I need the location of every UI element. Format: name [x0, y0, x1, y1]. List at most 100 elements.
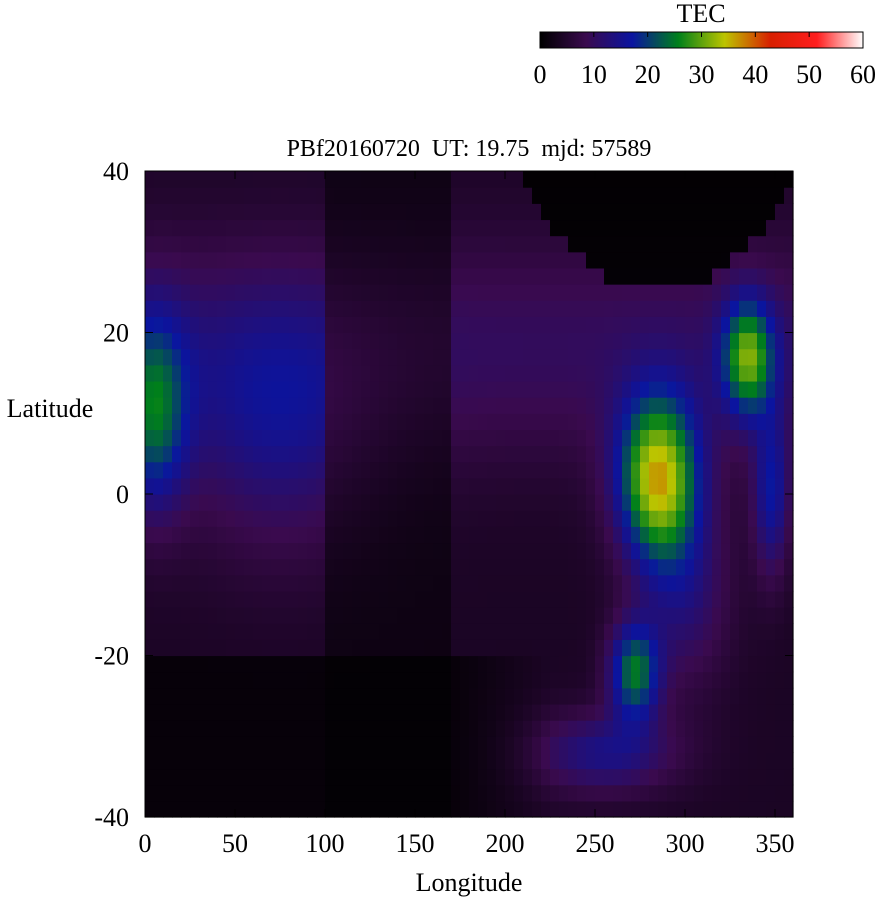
heatmap-cell: [280, 494, 290, 511]
heatmap-cell: [586, 590, 596, 608]
heatmap-cell: [703, 348, 713, 366]
heatmap-cell: [622, 784, 632, 802]
heatmap-cell: [199, 671, 209, 689]
heatmap-cell: [604, 445, 614, 463]
heatmap-cell: [406, 332, 416, 350]
heatmap-cell: [388, 251, 398, 269]
heatmap-cell: [343, 300, 353, 317]
heatmap-cell: [523, 461, 533, 479]
heatmap-cell: [406, 655, 416, 673]
heatmap-cell: [334, 284, 344, 301]
heatmap-cell: [631, 752, 641, 770]
heatmap-cell: [748, 397, 758, 414]
heatmap-cell: [235, 429, 245, 447]
heatmap-cell: [667, 671, 677, 689]
heatmap-cell: [604, 784, 614, 802]
heatmap-cell: [676, 429, 686, 447]
heatmap-cell: [595, 687, 605, 705]
heatmap-cell: [397, 671, 407, 689]
heatmap-cell: [181, 607, 191, 624]
heatmap-cell: [325, 768, 335, 786]
heatmap-cell: [577, 348, 587, 366]
heatmap-cell: [298, 736, 308, 753]
heatmap-cell: [244, 768, 254, 786]
heatmap-cell: [424, 284, 434, 301]
heatmap-cell: [406, 187, 416, 204]
heatmap-cell: [433, 413, 443, 430]
heatmap-cell: [568, 752, 578, 770]
heatmap-cell: [586, 380, 596, 398]
heatmap-cell: [640, 380, 650, 398]
heatmap-cell: [604, 558, 614, 576]
heatmap-cell: [766, 510, 776, 527]
heatmap-cell: [199, 300, 209, 317]
heatmap-cell: [784, 494, 794, 511]
heatmap-cell: [739, 380, 749, 398]
heatmap-cell: [676, 364, 686, 382]
heatmap-cell: [361, 445, 371, 463]
heatmap-cell: [577, 187, 587, 204]
heatmap-cell: [613, 590, 623, 608]
heatmap-cell: [460, 542, 470, 560]
heatmap-cell: [766, 332, 776, 350]
heatmap-cell: [361, 752, 371, 770]
heatmap-cell: [541, 542, 551, 560]
heatmap-cell: [343, 445, 353, 463]
heatmap-cell: [514, 510, 524, 527]
heatmap-cell: [208, 703, 218, 721]
heatmap-cell: [667, 380, 677, 398]
heatmap-cell: [289, 494, 299, 511]
heatmap-cell: [172, 655, 182, 673]
heatmap-cell: [451, 235, 461, 253]
heatmap-cell: [667, 687, 677, 705]
heatmap-cell: [145, 768, 155, 786]
heatmap-cell: [415, 300, 425, 317]
heatmap-cell: [604, 752, 614, 770]
heatmap-cell: [748, 510, 758, 527]
heatmap-cell: [190, 607, 200, 624]
heatmap-cell: [397, 413, 407, 430]
heatmap-cell: [406, 203, 416, 221]
heatmap-cell: [622, 526, 632, 544]
heatmap-cell: [208, 574, 218, 592]
heatmap-cell: [244, 316, 254, 334]
heatmap-cell: [415, 461, 425, 479]
heatmap-cell: [721, 671, 731, 689]
heatmap-cell: [478, 526, 488, 544]
heatmap-cell: [766, 655, 776, 673]
heatmap-cell: [262, 251, 272, 269]
heatmap-cell: [523, 736, 533, 753]
heatmap-cell: [685, 590, 695, 608]
heatmap-cell: [262, 171, 272, 188]
heatmap-cell: [271, 687, 281, 705]
heatmap-cell: [595, 494, 605, 511]
heatmap-cell: [442, 526, 452, 544]
heatmap-cell: [145, 203, 155, 221]
heatmap-cell: [496, 429, 506, 447]
heatmap-cell: [514, 574, 524, 592]
y-tick-label: 0: [116, 480, 129, 509]
heatmap-cell: [703, 429, 713, 447]
heatmap-cell: [280, 171, 290, 188]
heatmap-cell: [379, 623, 389, 640]
heatmap-cell: [613, 477, 623, 495]
heatmap-cell: [217, 267, 227, 285]
heatmap-cell: [577, 397, 587, 414]
heatmap-cell: [577, 671, 587, 689]
heatmap-cell: [514, 203, 524, 221]
heatmap-cell: [694, 380, 704, 398]
heatmap-cell: [289, 332, 299, 350]
heatmap-cell: [352, 623, 362, 640]
heatmap-cell: [145, 526, 155, 544]
heatmap-cell: [667, 397, 677, 414]
heatmap-cell: [244, 284, 254, 301]
heatmap-cell: [235, 203, 245, 221]
heatmap-cell: [226, 574, 236, 592]
heatmap-cell: [622, 703, 632, 721]
heatmap-cell: [316, 316, 326, 334]
heatmap-cell: [163, 203, 173, 221]
heatmap-cell: [424, 623, 434, 640]
heatmap-cell: [361, 703, 371, 721]
heatmap-cell: [379, 397, 389, 414]
heatmap-cell: [739, 542, 749, 560]
